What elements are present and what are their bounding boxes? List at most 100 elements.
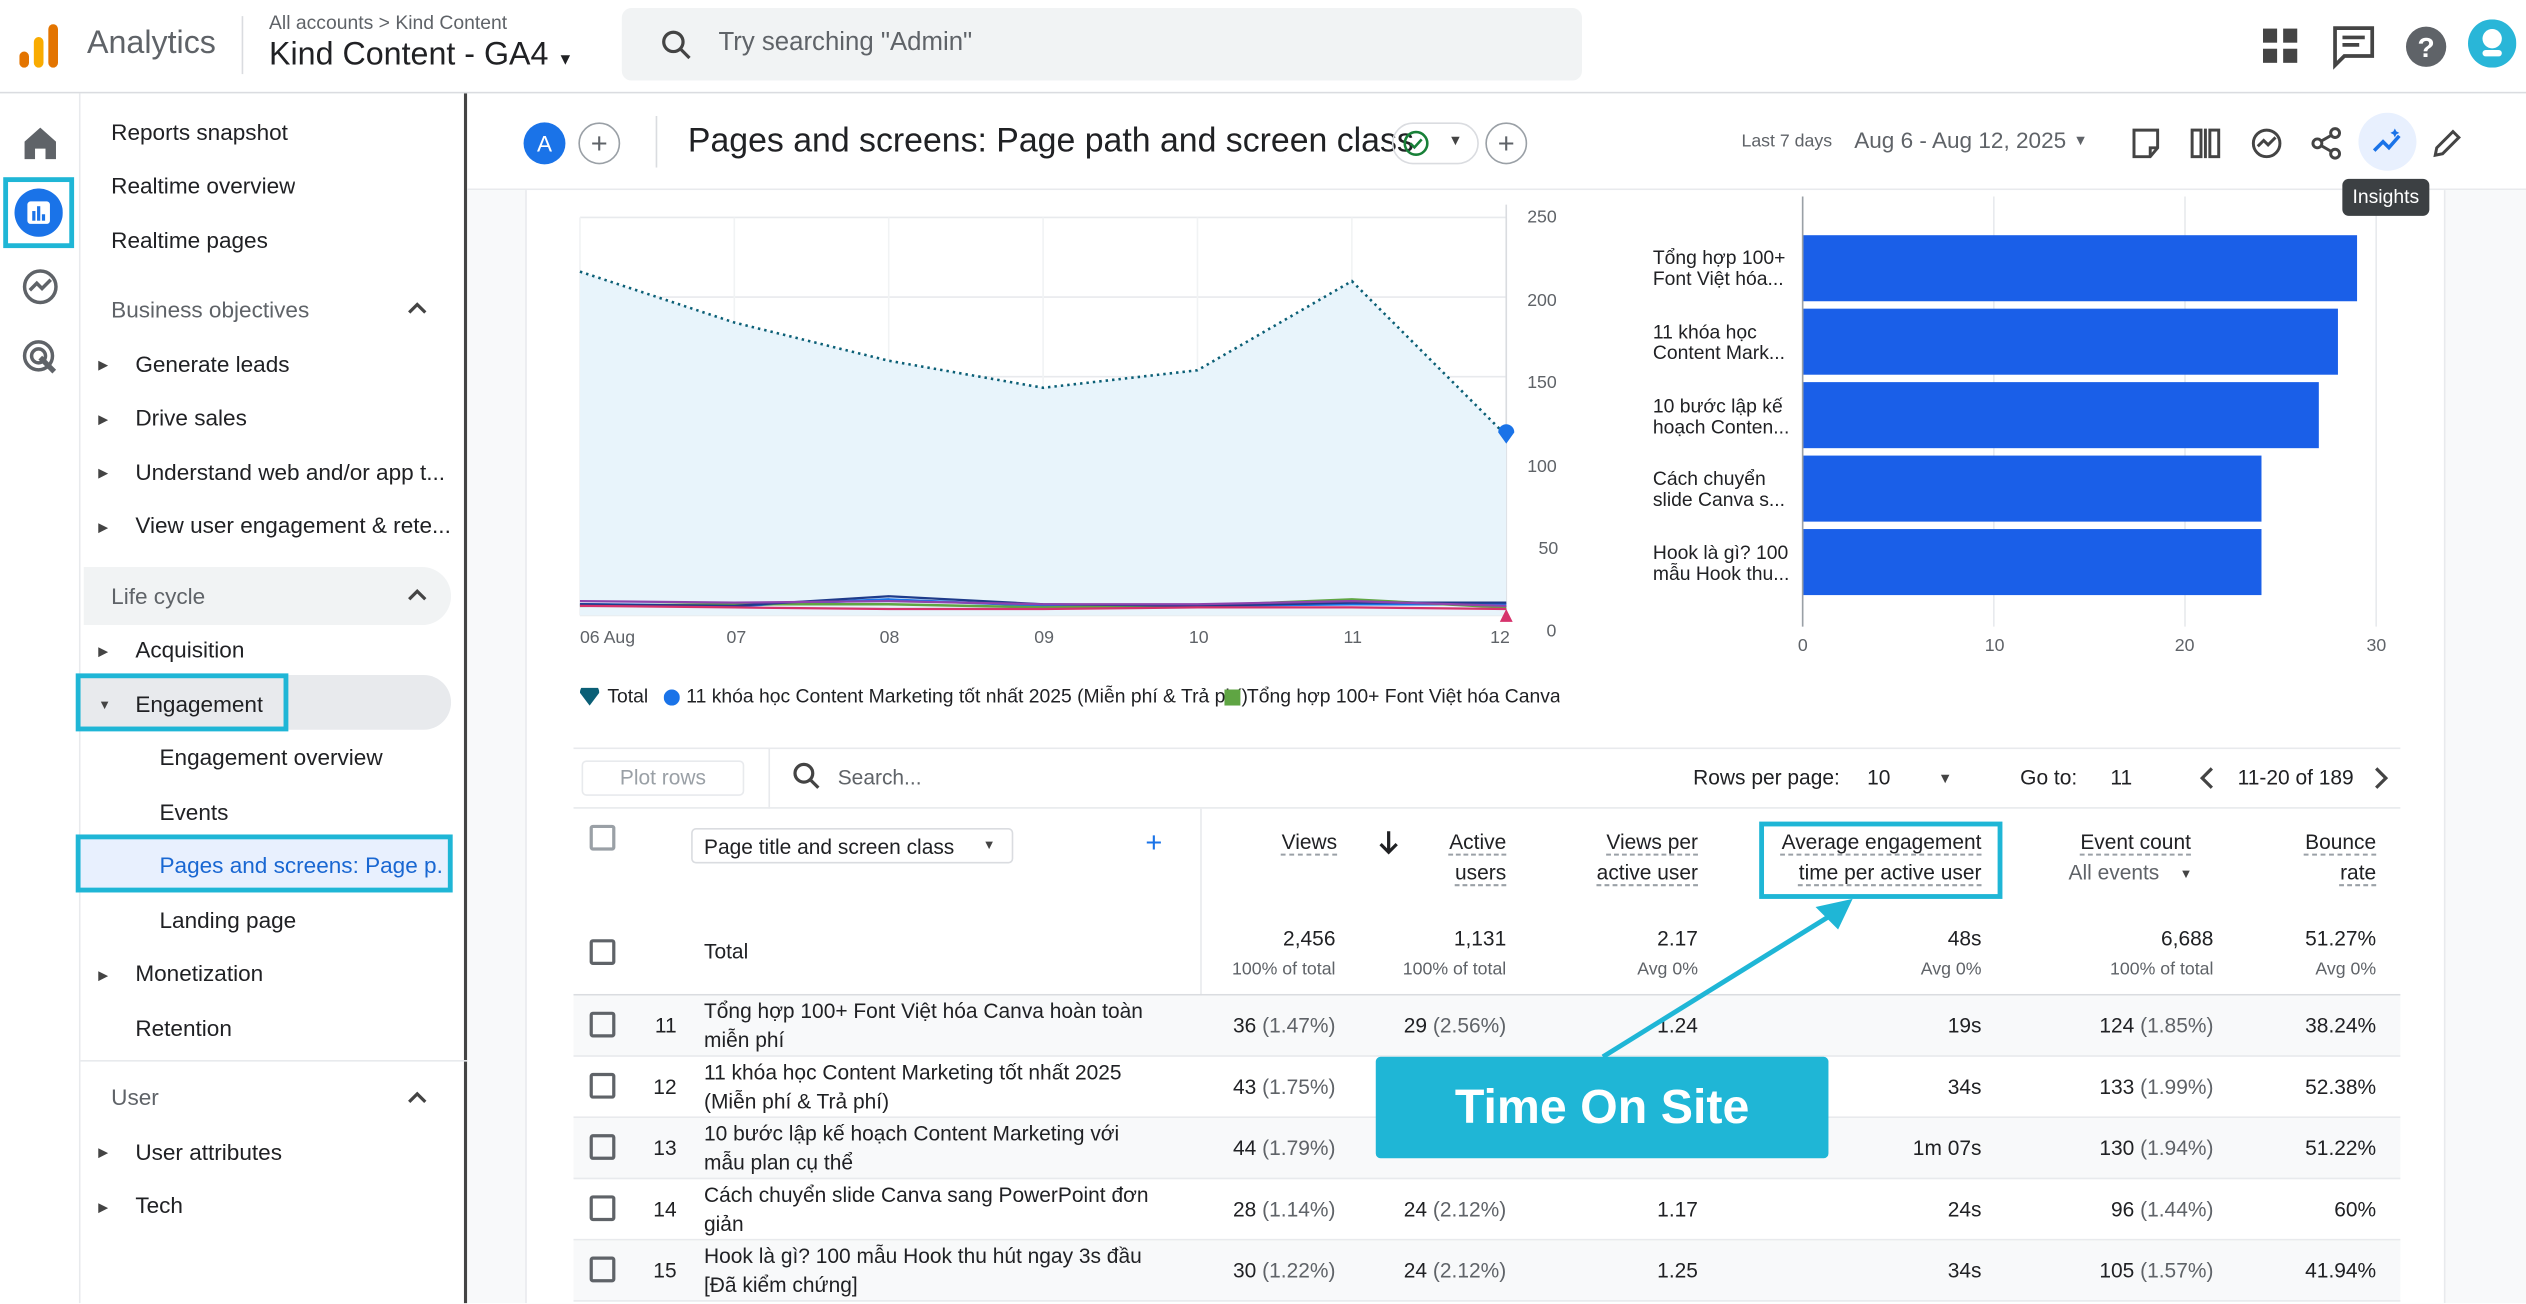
expand-arrow-icon[interactable]: ▶ [98, 357, 109, 373]
expand-arrow-icon[interactable]: ▶ [98, 412, 109, 427]
goto-input[interactable]: 11 [2110, 765, 2133, 790]
compare-icon[interactable] [2188, 126, 2223, 161]
legend-series2[interactable]: Tổng hợp 100+ Font Việt hóa Canva hoà [1246, 684, 1560, 708]
row-title-line2[interactable]: [Đã kiểm chứng] [703, 1272, 858, 1297]
nav-reports-snapshot[interactable]: Reports snapshot [111, 119, 288, 145]
row-title-line2[interactable]: mẫu plan cụ thể [703, 1150, 854, 1175]
expand-arrow-icon[interactable]: ▶ [98, 1200, 109, 1215]
nav-acquisition[interactable]: Acquisition [135, 636, 245, 663]
apps-grid-icon[interactable] [2257, 23, 2305, 71]
feedback-icon[interactable] [2329, 23, 2377, 71]
insights-button[interactable] [2358, 112, 2417, 171]
collapse-arrow-icon[interactable]: ▼ [98, 697, 112, 713]
comparison-avatar[interactable]: A [523, 122, 566, 165]
row-title[interactable]: Cách chuyển slide Canva sang PowerPoint … [704, 1181, 1149, 1239]
nav-tech[interactable]: Tech [135, 1192, 183, 1218]
nav-drive-sales[interactable]: Drive sales [135, 404, 247, 431]
row-title-line1[interactable]: 10 bước lập kế hoạch Content Marketing v… [703, 1121, 1120, 1146]
nav-realtime-overview[interactable]: Realtime overview [111, 172, 296, 199]
col-views[interactable]: Views [1281, 829, 1338, 854]
caret-down-icon[interactable]: ▼ [1937, 770, 1953, 787]
select-all-checkbox[interactable] [589, 824, 616, 851]
row-title-line1[interactable]: Hook là gì? 100 mẫu Hook thu hút ngay 3s… [703, 1243, 1142, 1268]
plot-rows-button[interactable]: Plot rows [581, 760, 745, 796]
nav-view-user-engagement[interactable]: View user engagement & rete... [135, 512, 451, 539]
row-title-line1[interactable]: Cách chuyển slide Canva sang PowerPoint … [703, 1182, 1149, 1207]
annotation-icon[interactable] [2128, 126, 2163, 161]
col-event-count[interactable]: Event count [2080, 829, 2191, 854]
col-bounce-rate[interactable]: Bounce [2305, 829, 2377, 854]
date-dropdown-icon[interactable]: ▼ [2073, 132, 2088, 149]
advertising-icon[interactable] [19, 337, 61, 379]
edit-icon[interactable] [2429, 126, 2464, 161]
col-avg-engagement[interactable]: Average engagement [1781, 829, 1982, 854]
row-checkbox[interactable] [589, 1072, 616, 1099]
expand-arrow-icon[interactable]: ▶ [98, 465, 109, 481]
row-title[interactable]: Tổng hợp 100+ Font Việt hóa Canva hoàn t… [704, 997, 1143, 1055]
section-life-cycle[interactable]: Life cycle [111, 583, 206, 609]
event-filter[interactable]: All events [2068, 860, 2160, 885]
add-dimension-button[interactable]: + [1145, 826, 1163, 859]
table-row[interactable]: 15 Hook là gì? 100 mẫu Hook thu hút ngay… [573, 1240, 2401, 1302]
breadcrumb-account[interactable]: Kind Content [395, 11, 508, 34]
chevron-up-icon[interactable] [408, 1091, 427, 1104]
nav-user-attributes[interactable]: User attributes [135, 1138, 282, 1165]
breadcrumb-accounts[interactable]: All accounts [269, 11, 374, 34]
col-views-per-user[interactable]: Views per [1606, 829, 1698, 854]
row-checkbox[interactable] [589, 1011, 616, 1038]
row-title-line2[interactable]: (Miễn phí & Trả phí) [703, 1089, 890, 1114]
explore-report-icon[interactable] [2249, 126, 2284, 161]
nav-monetization[interactable]: Monetization [135, 960, 264, 986]
chevron-right-icon[interactable] [2371, 765, 2390, 791]
col-bounce-rate-line2[interactable]: rate [2340, 860, 2377, 885]
row-title-line2[interactable]: giản [703, 1211, 744, 1236]
row-checkbox[interactable] [589, 1195, 616, 1222]
row-title[interactable]: 10 bước lập kế hoạch Content Marketing v… [704, 1120, 1119, 1178]
property-name[interactable]: Kind Content - GA4 [269, 37, 549, 73]
help-icon[interactable]: ? [2402, 23, 2450, 71]
nav-realtime-pages[interactable]: Realtime pages [111, 227, 268, 253]
nav-generate-leads[interactable]: Generate leads [135, 351, 290, 377]
expand-arrow-icon[interactable]: ▶ [98, 520, 109, 535]
row-checkbox[interactable] [589, 1256, 616, 1283]
reports-icon[interactable] [14, 188, 63, 237]
row-title[interactable]: 11 khóa học Content Marketing tốt nhất 2… [704, 1058, 1122, 1116]
section-business-objectives[interactable]: Business objectives [111, 296, 310, 323]
col-avg-engagement-line2[interactable]: time per active user [1798, 860, 1982, 885]
row-title-line1[interactable]: 11 khóa học Content Marketing tốt nhất 2… [703, 1060, 1122, 1085]
row-title-line1[interactable]: Tổng hợp 100+ Font Việt hóa Canva hoàn t… [703, 998, 1143, 1023]
nav-landing-page[interactable]: Landing page [159, 906, 297, 933]
chevron-left-icon[interactable] [2197, 765, 2216, 791]
chevron-up-icon[interactable] [408, 588, 427, 601]
avatar[interactable] [2468, 19, 2517, 68]
date-range[interactable]: Aug 6 - Aug 12, 2025 [1854, 127, 2067, 154]
explore-icon[interactable] [19, 266, 61, 308]
col-active-users[interactable]: Active [1449, 829, 1507, 854]
col-active-users-line2[interactable]: users [1455, 860, 1507, 885]
rows-per-page-select[interactable]: 10 [1867, 765, 1891, 790]
row-title[interactable]: Hook là gì? 100 mẫu Hook thu hút ngay 3s… [704, 1242, 1142, 1300]
totals-checkbox[interactable] [589, 939, 616, 965]
legend-total[interactable]: Total [607, 684, 649, 708]
table-row[interactable]: 14 Cách chuyển slide Canva sang PowerPoi… [573, 1179, 2401, 1241]
expand-arrow-icon[interactable]: ▶ [98, 1145, 109, 1160]
nav-engagement[interactable]: Engagement [135, 691, 264, 717]
search-bar[interactable]: Try searching "Admin" [621, 8, 1582, 81]
table-search-input[interactable]: Search... [837, 765, 922, 790]
expand-arrow-icon[interactable]: ▶ [98, 644, 109, 659]
share-icon[interactable] [2309, 126, 2344, 161]
nav-pages-and-screens[interactable]: Pages and screens: Page p... [159, 852, 444, 878]
col-views-per-user-line2[interactable]: active user [1596, 860, 1698, 885]
expand-arrow-icon[interactable]: ▶ [98, 968, 109, 983]
table-row[interactable]: 11 Tổng hợp 100+ Font Việt hóa Canva hoà… [573, 995, 2401, 1057]
row-title-line2[interactable]: miễn phí [703, 1027, 785, 1052]
row-checkbox[interactable] [589, 1134, 616, 1160]
section-user[interactable]: User [111, 1084, 159, 1110]
home-icon[interactable] [19, 122, 61, 164]
nav-retention[interactable]: Retention [135, 1014, 232, 1041]
legend-series1[interactable]: 11 khóa học Content Marketing tốt nhất 2… [686, 684, 1248, 708]
add-comparison-button[interactable]: + [578, 122, 621, 165]
nav-understand-web[interactable]: Understand web and/or app t... [135, 459, 446, 485]
analytics-logo-icon[interactable] [19, 24, 61, 69]
nav-events[interactable]: Events [159, 799, 229, 825]
